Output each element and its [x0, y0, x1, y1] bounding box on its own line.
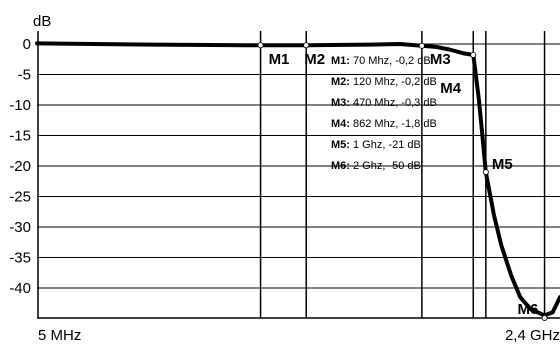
marker-label-m1: M1	[269, 51, 290, 68]
y-tick-label: -30	[9, 219, 31, 236]
y-tick-label: -40	[9, 280, 31, 297]
marker-point-m4	[470, 51, 477, 58]
legend-entry-m1: M1: 70 Mhz, -0,2 dB	[331, 55, 431, 67]
legend-entry-name: M2:	[331, 76, 350, 88]
response-curve	[35, 41, 560, 318]
y-axis-label: dB	[33, 13, 51, 30]
marker-label-m2: M2	[304, 51, 325, 68]
marker-point-m5	[482, 169, 489, 176]
legend-entry-name: M4:	[331, 118, 350, 130]
marker-point-m6	[541, 314, 548, 321]
y-tick-label: 0	[23, 36, 31, 53]
legend-entry-value: 1 Ghz, -21 dB	[350, 139, 421, 151]
legend-entry-value: 70 Mhz, -0,2 dB	[350, 55, 431, 67]
y-tick-label: -20	[9, 158, 31, 175]
legend-entry-m5: M5: 1 Ghz, -21 dB	[331, 139, 421, 151]
y-tick-label: -35	[9, 250, 31, 267]
legend-entry-value: 470 Mhz, -0,3 dB	[350, 97, 437, 109]
marker-label-m6: M6	[518, 301, 539, 318]
y-tick-label: -10	[9, 97, 31, 114]
legend-entry-m4: M4: 862 Mhz, -1,8 dB	[331, 118, 437, 130]
y-tick-label: -25	[9, 189, 31, 206]
legend-entry-name: M6:	[331, 160, 350, 172]
legend-entry-value: 120 Mhz, -0,2 dB	[350, 76, 437, 88]
marker-point-m3	[418, 42, 425, 49]
x-end-label: 2,4 GHz	[505, 327, 560, 344]
legend-entry-value: 2 Ghz, -50 dB	[350, 160, 421, 172]
y-tick-label: -5	[18, 67, 31, 84]
x-start-label: 5 MHz	[38, 327, 81, 344]
marker-label-m5: M5	[492, 156, 513, 173]
y-tick-labels: 0 -5 -10 -15 -20 -25 -30 -35 -40	[9, 36, 31, 297]
legend-entry-name: M1:	[331, 55, 350, 67]
legend-entry-m2: M2: 120 Mhz, -0,2 dB	[331, 76, 437, 88]
marker-label-m3: M3	[430, 51, 451, 68]
legend-entry-name: M5:	[331, 139, 350, 151]
marker-points	[257, 42, 548, 321]
legend-entry-m6: M6: 2 Ghz, -50 dB	[331, 160, 421, 172]
legend-entry-m3: M3: 470 Mhz, -0,3 dB	[331, 97, 437, 109]
marker-labels: M1 M2 M3 M4 M5 M6	[269, 51, 539, 318]
marker-label-m4: M4	[440, 80, 461, 97]
marker-point-m2	[303, 42, 310, 49]
legend-entry-name: M3:	[331, 97, 350, 109]
grid-lines	[37, 43, 560, 289]
marker-point-m1	[257, 42, 264, 49]
y-tick-label: -15	[9, 128, 31, 145]
legend-entry-value: 862 Mhz, -1,8 dB	[350, 118, 437, 130]
marker-lines	[37, 31, 546, 318]
